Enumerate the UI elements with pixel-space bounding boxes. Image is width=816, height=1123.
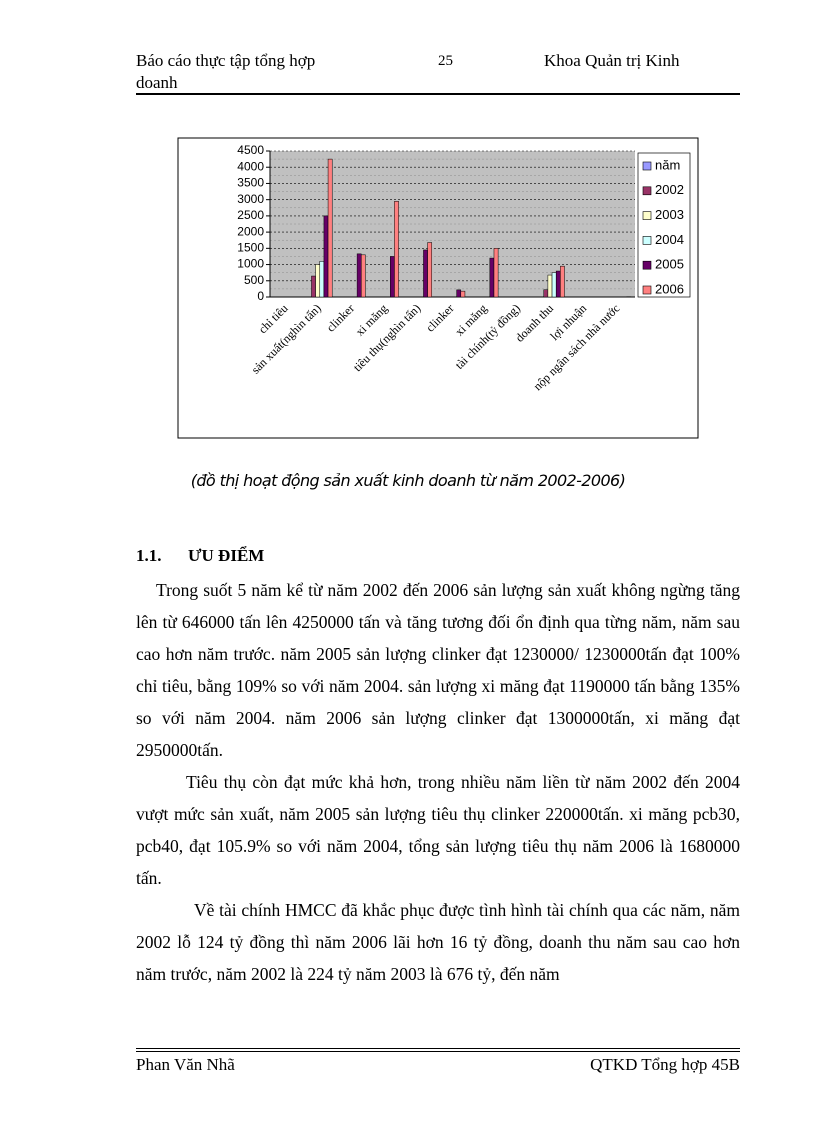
bar — [356, 253, 362, 298]
bar — [456, 289, 462, 298]
header-left: Báo cáo thực tập tổng hợp doanh — [136, 51, 316, 92]
legend-label: 2004 — [655, 232, 684, 247]
bar — [555, 270, 561, 298]
legend-swatch — [642, 260, 652, 270]
y-tick-label: 2500 — [237, 208, 264, 222]
legend-swatch — [642, 186, 652, 196]
bar — [361, 254, 366, 298]
footer-right: QTKD Tổng hợp 45B — [590, 1055, 740, 1074]
footer-left: Phan Văn Nhã — [136, 1055, 235, 1074]
y-tick-label: 2000 — [237, 224, 264, 238]
y-tick-label: 3000 — [237, 192, 264, 206]
bar — [493, 248, 499, 298]
legend-label: 2005 — [655, 257, 684, 272]
legend-label: 2002 — [655, 182, 684, 197]
y-tick-label: 3500 — [237, 176, 264, 190]
paragraph: Trong suốt 5 năm kể từ năm 2002 đến 2006… — [136, 580, 740, 760]
chart: 050010001500200025003000350040004500chỉ … — [177, 137, 699, 439]
legend-swatch — [642, 285, 652, 295]
legend-swatch — [642, 161, 652, 171]
bar — [315, 264, 321, 298]
bar — [311, 275, 316, 298]
bar — [394, 201, 399, 298]
footer-rule — [136, 1051, 740, 1052]
y-tick-label: 1000 — [237, 257, 264, 271]
footer-rule — [136, 1048, 740, 1049]
legend-swatch — [642, 236, 652, 245]
bar — [560, 265, 565, 298]
paragraph: Về tài chính HMCC đã khắc phục được tình… — [136, 900, 740, 984]
bar — [460, 290, 466, 298]
bar — [547, 274, 553, 298]
section-title: ƯU ĐIỂM — [188, 546, 265, 565]
legend-label: năm — [655, 157, 680, 172]
y-tick-label: 4000 — [237, 159, 264, 173]
y-tick-label: 500 — [244, 273, 264, 287]
legend-swatch — [642, 211, 652, 220]
bar — [551, 272, 557, 298]
bar — [543, 289, 549, 298]
y-tick-label: 1500 — [237, 241, 264, 255]
legend-box — [637, 152, 691, 298]
paragraph: Tiêu thụ còn đạt mức khả hơn, trong nhiề… — [136, 772, 740, 888]
section-heading: 1.1. ƯU ĐIỂM — [136, 546, 264, 566]
legend-label: 2006 — [655, 281, 684, 296]
bar — [327, 158, 333, 298]
bar — [319, 261, 325, 298]
body-text: Trong suốt 5 năm kể từ năm 2002 đến 2006… — [136, 574, 740, 990]
section-number: 1.1. — [136, 546, 162, 565]
y-tick-label: 4500 — [237, 143, 264, 157]
legend-label: 2003 — [655, 207, 684, 222]
bar — [423, 249, 428, 298]
bar — [323, 215, 329, 298]
y-tick-label: 0 — [257, 289, 264, 303]
bar — [489, 257, 495, 298]
header-right: Khoa Quản trị Kinh — [544, 51, 680, 70]
page-number: 25 — [438, 53, 453, 69]
header-rule — [136, 93, 740, 95]
bar — [427, 242, 433, 298]
chart-caption: (đồ thị hoạt động sản xuất kinh doanh từ… — [190, 471, 626, 490]
bar — [390, 256, 395, 298]
